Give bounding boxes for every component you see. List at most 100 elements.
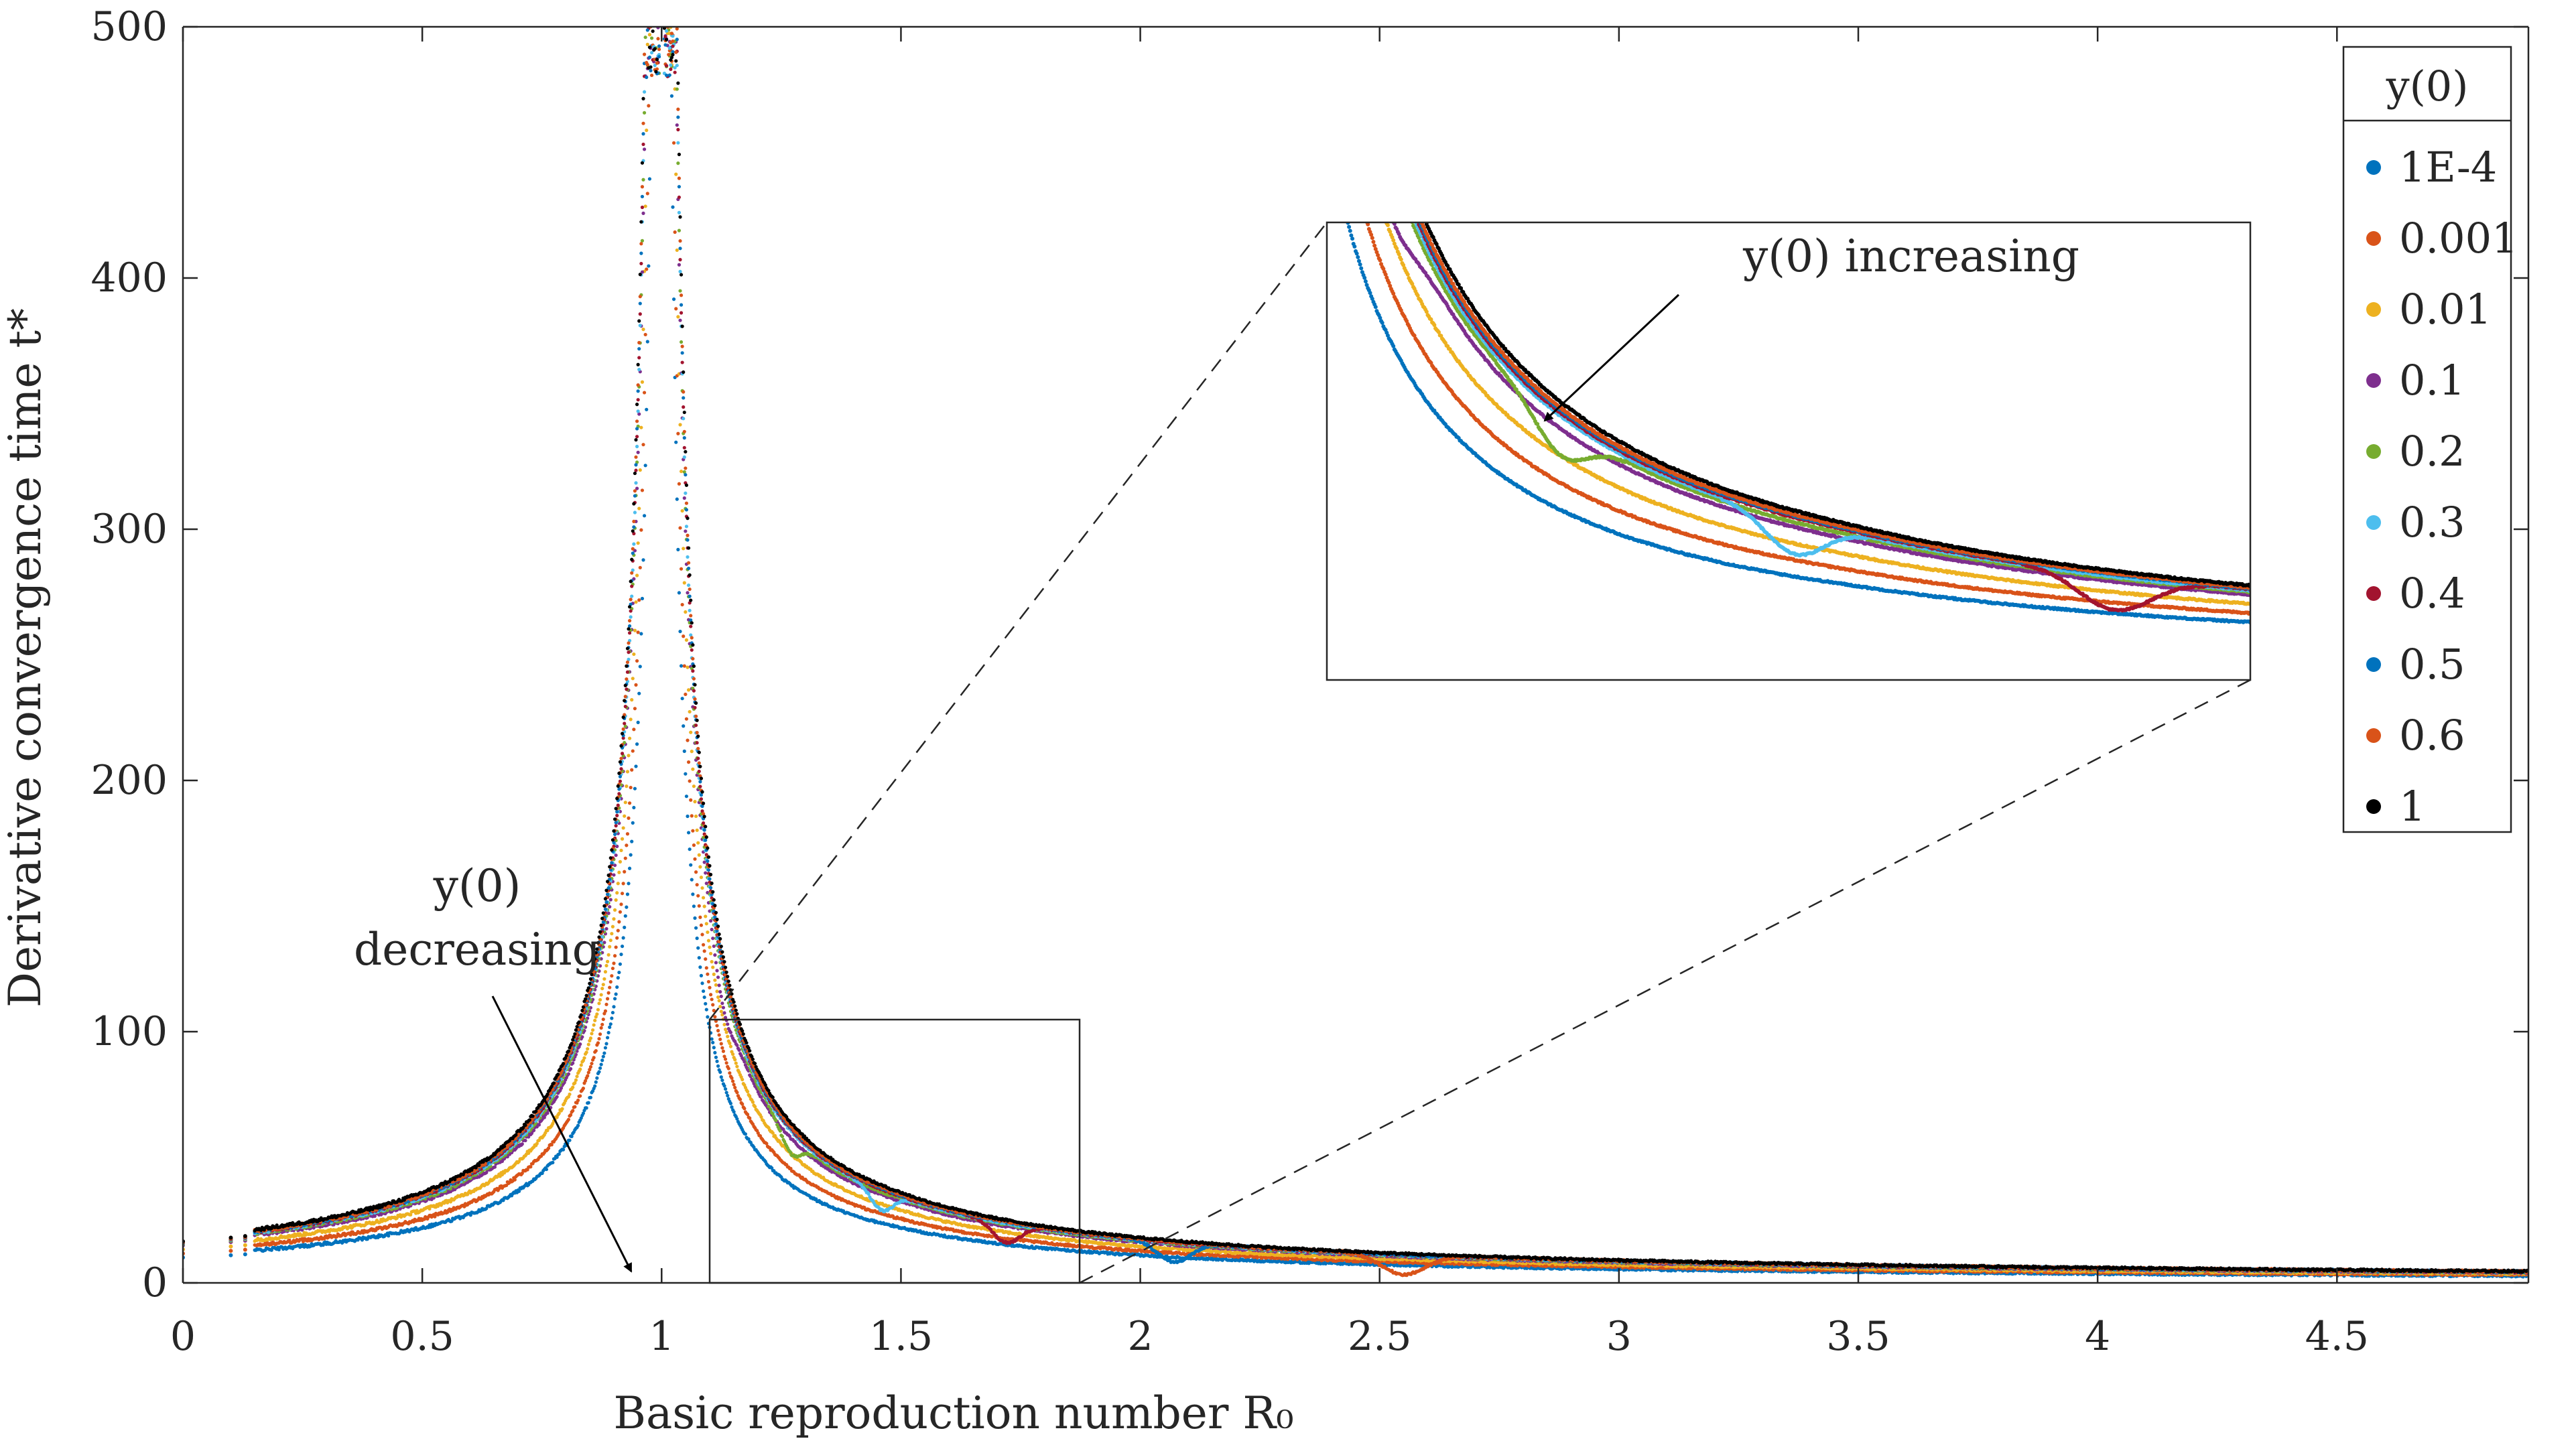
data-point [645,128,649,133]
data-point [701,989,706,993]
data-point [606,1030,610,1035]
data-point [684,795,689,799]
data-point [571,1109,575,1113]
data-point [639,528,643,532]
data-point [728,1071,732,1075]
data-point [712,1046,716,1050]
data-point [610,1016,614,1020]
data-point [645,407,649,411]
data-point [540,1171,544,1175]
data-point [544,1167,549,1172]
data-point [710,960,714,964]
data-point [684,610,688,614]
data-point [603,1009,608,1013]
data-point [706,979,711,984]
data-point [579,1063,583,1067]
data-point [745,1089,750,1094]
data-point [690,750,694,754]
data-point [623,870,627,874]
data-point [600,1022,604,1026]
data-point [684,692,688,697]
data-point [529,1165,533,1169]
data-point [728,1101,733,1105]
data-point [691,829,695,833]
data-point [627,882,631,886]
data-point [619,848,623,853]
data-point [633,786,637,790]
data-point [588,1064,593,1069]
data-point [695,828,699,832]
data-point [674,307,678,311]
data-point [702,904,706,908]
data-point [610,1010,615,1015]
data-point [613,908,617,912]
data-point [576,1098,580,1103]
data-point [625,770,630,774]
data-point [645,192,649,196]
data-point [641,443,645,447]
data-point [694,926,698,930]
data-point [649,68,653,73]
data-point [718,1037,722,1042]
data-point [631,821,635,825]
data-point [601,1017,605,1022]
data-point [733,1085,737,1090]
data-point [712,972,716,976]
data-point [627,866,632,870]
data-point [630,839,634,843]
data-point [594,1048,598,1053]
data-point [704,922,708,926]
data-point [631,749,635,753]
data-point [701,943,706,947]
data-point [724,1061,728,1065]
data-point [468,1213,472,1217]
data-point [551,1160,555,1165]
data-point [643,204,647,208]
data-point [638,468,642,472]
data-point [735,1091,739,1095]
data-point [634,600,638,604]
data-point [733,1058,737,1062]
data-point [586,1047,590,1051]
data-point [697,853,701,857]
data-point [698,865,702,869]
data-point [699,923,704,927]
data-point [623,856,627,860]
data-point [711,965,715,969]
data-point [635,659,639,663]
data-point [592,1023,596,1027]
data-point [726,1066,730,1071]
data-point [720,1046,724,1050]
data-point [686,814,690,819]
data-point [588,1095,593,1099]
data-point [700,933,704,937]
data-point [571,1085,575,1089]
data-point [686,665,690,669]
data-point [686,738,690,742]
data-point [586,1074,590,1078]
data-point [599,1062,603,1066]
data-point [617,970,621,975]
data-point [689,730,693,734]
data-point [699,876,704,880]
data-point [647,33,652,37]
data-point [641,558,645,562]
data-point [684,638,689,642]
data-point [557,1152,561,1156]
main-plot-data [183,22,2528,1279]
data-point [667,22,670,25]
data-point [708,985,712,989]
data-point [696,946,700,950]
data-point [724,1030,728,1034]
data-point [708,993,713,997]
data-point [732,1083,736,1087]
data-point [612,917,616,921]
data-point [605,1036,610,1040]
data-point [581,1087,586,1091]
data-point [700,981,704,985]
data-point [599,1026,603,1030]
data-point [573,1105,577,1109]
data-point [632,728,636,732]
data-point [702,995,706,1000]
data-point [714,1055,718,1059]
